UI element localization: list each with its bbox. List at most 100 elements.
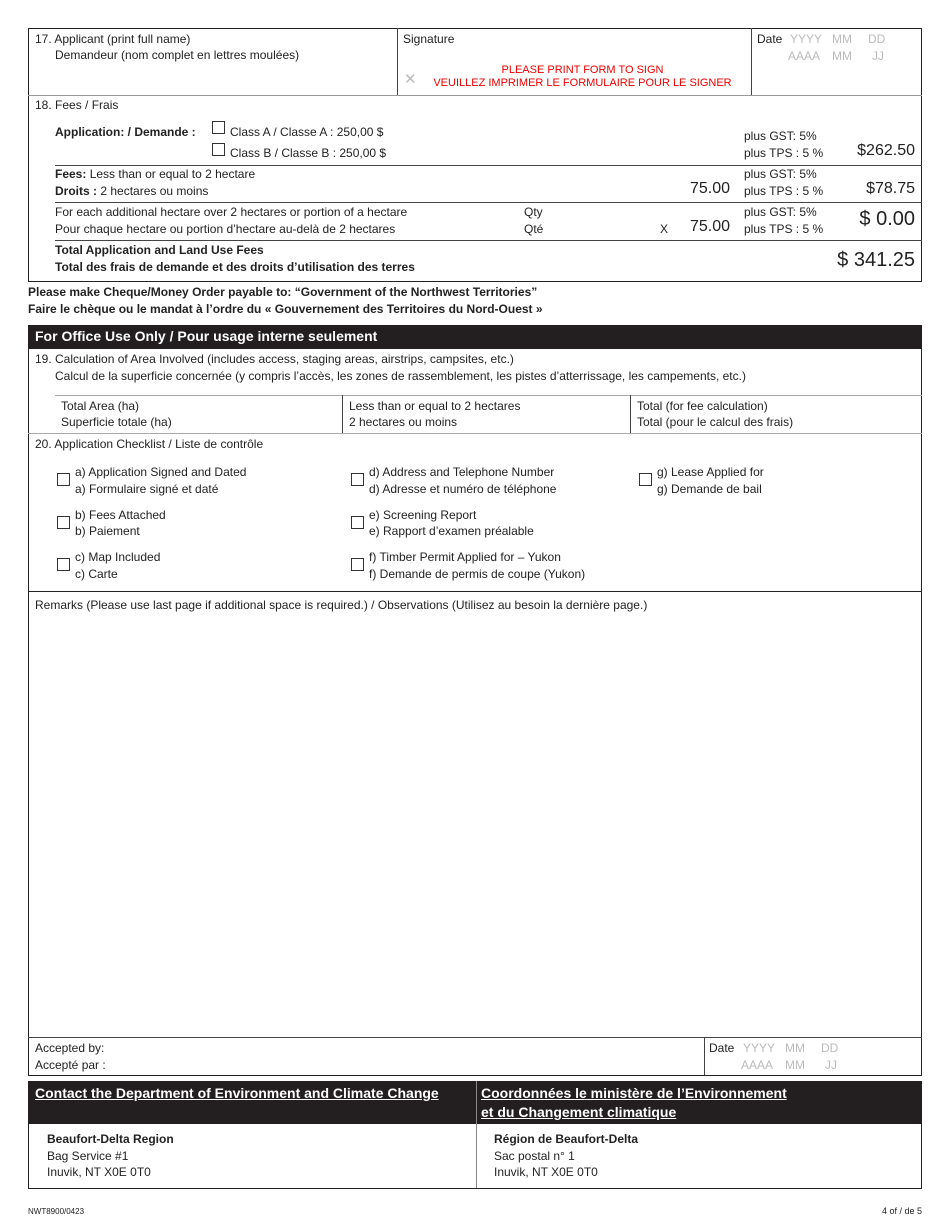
divider <box>55 395 922 396</box>
mm-placeholder: MM <box>785 1041 805 1055</box>
mm-placeholder-fr: MM <box>785 1058 805 1072</box>
accepted-date-field[interactable]: YYYY MM DD AAAA MM JJ <box>740 1039 870 1073</box>
divider <box>630 395 631 433</box>
checklist-c-checkbox[interactable] <box>57 558 70 571</box>
divider <box>476 1081 477 1188</box>
checklist-b-checkbox[interactable] <box>57 516 70 529</box>
checklist-b-label: b) Fees Attached <box>75 508 166 522</box>
form-id: NWT8900/0423 <box>28 1207 85 1216</box>
remarks-label: Remarks (Please use last page if additio… <box>35 598 648 612</box>
jj-placeholder: JJ <box>872 49 884 63</box>
area-calc-label-fr: Calcul de la superficie concernée (y com… <box>55 369 746 383</box>
divider <box>704 1037 705 1075</box>
grand-total: $ 341.25 <box>837 249 915 271</box>
checklist-a-label: a) Application Signed and Dated <box>75 465 247 479</box>
fee-total-label-fr: Total (pour le calcul des frais) <box>637 415 794 429</box>
divider <box>751 28 752 95</box>
fees-label: Fees: Less than or equal to 2 hectare <box>55 167 255 181</box>
additional-hectare-label: For each additional hectare over 2 hecta… <box>55 205 408 219</box>
class-b-checkbox[interactable] <box>212 143 225 156</box>
applicant-name-field[interactable] <box>30 64 395 92</box>
checklist-e-label-fr: e) Rapport d’examen préalable <box>369 524 534 538</box>
gst-label: plus GST: 5% <box>744 205 817 219</box>
signature-label: Signature <box>403 32 455 46</box>
payable-notice: Please make Cheque/Money Order payable t… <box>28 285 538 299</box>
divider <box>28 1037 922 1038</box>
date-label: Date <box>757 32 783 46</box>
multiply-sign: X <box>660 222 669 236</box>
region-name-fr: Région de Beaufort-Delta <box>494 1132 639 1146</box>
checklist-c-label: c) Map Included <box>75 550 161 564</box>
fees-text: Less than or equal to 2 hectare <box>86 167 256 181</box>
total-area-label-fr: Superficie totale (ha) <box>61 415 172 429</box>
application-label: Application: / Demande : <box>55 125 196 139</box>
fees-total: $78.75 <box>866 180 915 197</box>
mm-placeholder-fr: MM <box>832 49 852 63</box>
checklist-g-label: g) Lease Applied for <box>657 465 764 479</box>
checklist-g-checkbox[interactable] <box>639 473 652 486</box>
jj-placeholder: JJ <box>825 1058 837 1072</box>
contact-header: Contact the Department of Environment an… <box>28 1081 922 1124</box>
applicant-label-fr: Demandeur (nom complet en lettres moulée… <box>55 48 300 62</box>
divider <box>55 165 922 166</box>
divider <box>55 240 922 241</box>
dd-placeholder: DD <box>821 1041 839 1055</box>
checklist-c-label-fr: c) Carte <box>75 567 118 581</box>
qty-field[interactable] <box>560 205 650 237</box>
yyyy-placeholder: YYYY <box>743 1041 776 1055</box>
fees-bold: Fees: <box>55 167 87 181</box>
accepted-by-label: Accepted by: <box>35 1041 105 1055</box>
total-fees-label-fr: Total des frais de demande et des droits… <box>55 260 415 274</box>
checklist-d-checkbox[interactable] <box>351 473 364 486</box>
class-a-checkbox[interactable] <box>212 121 225 134</box>
city-postal: Inuvik, NT X0E 0T0 <box>47 1165 151 1179</box>
total-fees-label: Total Application and Land Use Fees <box>55 243 264 257</box>
checklist-b-label-fr: b) Paiement <box>75 524 140 538</box>
class-b-label: Class B / Classe B : 250,00 $ <box>230 146 387 160</box>
applicant-fees-box <box>28 28 922 282</box>
checklist-f-checkbox[interactable] <box>351 558 364 571</box>
region-name: Beaufort-Delta Region <box>47 1132 174 1146</box>
address-line-fr: Sac postal n° 1 <box>494 1149 575 1163</box>
fees-amount: 75.00 <box>689 180 730 197</box>
tps-label: plus TPS : 5 % <box>744 222 824 236</box>
sign-x-icon: ✕ <box>404 71 417 88</box>
accepted-by-label-fr: Accepté par : <box>35 1058 106 1072</box>
droits-bold: Droits : <box>55 184 97 198</box>
checklist-a-checkbox[interactable] <box>57 473 70 486</box>
checklist-f-label-fr: f) Demande de permis de coupe (Yukon) <box>369 567 586 581</box>
checklist-d-label-fr: d) Adresse et numéro de téléphone <box>369 482 557 496</box>
divider <box>28 433 922 434</box>
application-fee-total: $262.50 <box>857 142 915 159</box>
droits-label: Droits : 2 hectares ou moins <box>55 184 208 198</box>
checklist-e-checkbox[interactable] <box>351 516 364 529</box>
mm-placeholder: MM <box>832 32 852 46</box>
contact-title-fr-2: et du Changement climatique <box>481 1104 677 1120</box>
applicant-label: 17. Applicant (print full name) <box>35 32 191 46</box>
additional-hectare-label-fr: Pour chaque hectare ou portion d’hectare… <box>55 222 396 236</box>
le2ha-label: Less than or equal to 2 hectares <box>349 399 521 413</box>
date-field[interactable]: YYYY MM DD AAAA MM JJ <box>787 30 917 64</box>
address-line: Bag Service #1 <box>47 1149 129 1163</box>
contact-title: Contact the Department of Environment an… <box>35 1085 439 1101</box>
area-calc-label: 19. Calculation of Area Involved (includ… <box>35 352 514 366</box>
remarks-textarea[interactable] <box>30 616 920 1034</box>
print-to-sign-notice-fr: VEUILLEZ IMPRIMER LE FORMULAIRE POUR LE … <box>433 77 732 89</box>
divider <box>28 591 922 592</box>
aaaa-placeholder: AAAA <box>788 49 821 63</box>
divider <box>55 202 922 203</box>
additional-amount: 75.00 <box>689 218 730 235</box>
checklist-e-label: e) Screening Report <box>369 508 477 522</box>
fees-title: 18. Fees / Frais <box>35 98 119 112</box>
total-area-label: Total Area (ha) <box>61 399 140 413</box>
payable-notice-fr: Faire le chèque ou le mandat à l’ordre d… <box>28 302 543 316</box>
tps-label: plus TPS : 5 % <box>744 146 824 160</box>
checklist-label: 20. Application Checklist / Liste de con… <box>35 437 264 451</box>
checklist-a-label-fr: a) Formulaire signé et daté <box>75 482 219 496</box>
divider <box>28 95 922 96</box>
aaaa-placeholder: AAAA <box>741 1058 774 1072</box>
fee-total-label: Total (for fee calculation) <box>637 399 768 413</box>
class-a-label: Class A / Classe A : 250,00 $ <box>230 125 384 139</box>
gst-label: plus GST: 5% <box>744 167 817 181</box>
